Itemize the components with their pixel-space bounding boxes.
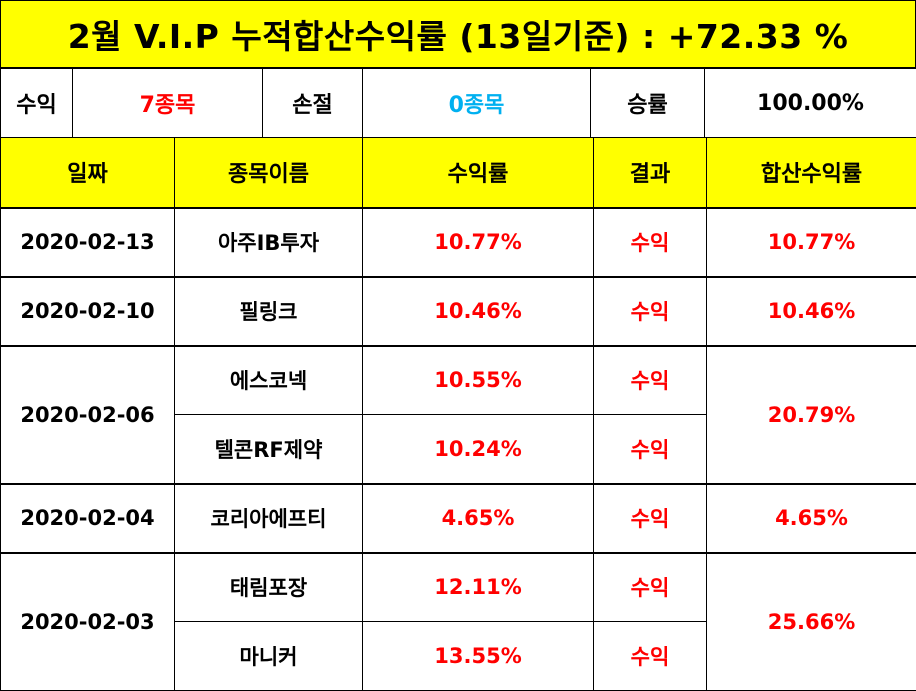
total-return-cell: 4.65% [707,484,916,553]
stock-name-cell: 태림포장 [175,553,363,622]
profit-label: 수익 [1,69,73,138]
header-date: 일짜 [1,138,175,208]
stock-name-cell: 마니커 [175,622,363,691]
result-cell: 수익 [594,208,707,277]
result-cell: 수익 [594,346,707,415]
return-rate-cell: 10.24% [363,415,594,484]
total-return-cell: 10.46% [707,277,916,346]
date-cell: 2020-02-03 [1,553,175,691]
result-cell: 수익 [594,415,707,484]
header-stock-name: 종목이름 [175,138,363,208]
table-row: 2020-02-04 코리아에프티 4.65% 수익 4.65% [1,484,916,553]
total-return-cell: 10.77% [707,208,916,277]
date-cell: 2020-02-06 [1,346,175,484]
return-rate-cell: 13.55% [363,622,594,691]
return-rate-cell: 12.11% [363,553,594,622]
header-total-return: 합산수익률 [707,138,916,208]
table-row: 2020-02-13 아주IB투자 10.77% 수익 10.77% [1,208,916,277]
table-row: 2020-02-06 에스코넥 10.55% 수익 20.79% [1,346,916,415]
header-row: 일짜 종목이름 수익률 결과 합산수익률 [1,138,916,208]
stock-name-cell: 코리아에프티 [175,484,363,553]
table-row: 2020-02-10 필링크 10.46% 수익 10.46% [1,277,916,346]
summary-table: 수익 7종목 손절 0종목 승률 100.00% [0,68,916,138]
date-cell: 2020-02-10 [1,277,175,346]
result-cell: 수익 [594,553,707,622]
results-table: 일짜 종목이름 수익률 결과 합산수익률 2020-02-13 아주IB투자 1… [0,137,916,691]
total-return-cell: 25.66% [707,553,916,691]
loss-label: 손절 [263,69,363,138]
winrate-value: 100.00% [705,69,916,138]
stock-name-cell: 아주IB투자 [175,208,363,277]
result-cell: 수익 [594,622,707,691]
winrate-label: 승률 [591,69,705,138]
summary-row: 수익 7종목 손절 0종목 승률 100.00% [1,69,916,138]
stock-name-cell: 필링크 [175,277,363,346]
return-rate-cell: 10.55% [363,346,594,415]
return-rate-cell: 4.65% [363,484,594,553]
header-result: 결과 [594,138,707,208]
stock-name-cell: 텔콘RF제약 [175,415,363,484]
table-row: 2020-02-03 태림포장 12.11% 수익 25.66% [1,553,916,622]
header-return-rate: 수익률 [363,138,594,208]
return-rate-cell: 10.46% [363,277,594,346]
result-cell: 수익 [594,277,707,346]
profit-count: 7종목 [73,69,263,138]
result-cell: 수익 [594,484,707,553]
date-cell: 2020-02-13 [1,208,175,277]
date-cell: 2020-02-04 [1,484,175,553]
stock-name-cell: 에스코넥 [175,346,363,415]
return-rate-cell: 10.77% [363,208,594,277]
page-title: 2월 V.I.P 누적합산수익률 (13일기준) : +72.33 % [0,0,916,69]
total-return-cell: 20.79% [707,346,916,484]
loss-count: 0종목 [363,69,591,138]
